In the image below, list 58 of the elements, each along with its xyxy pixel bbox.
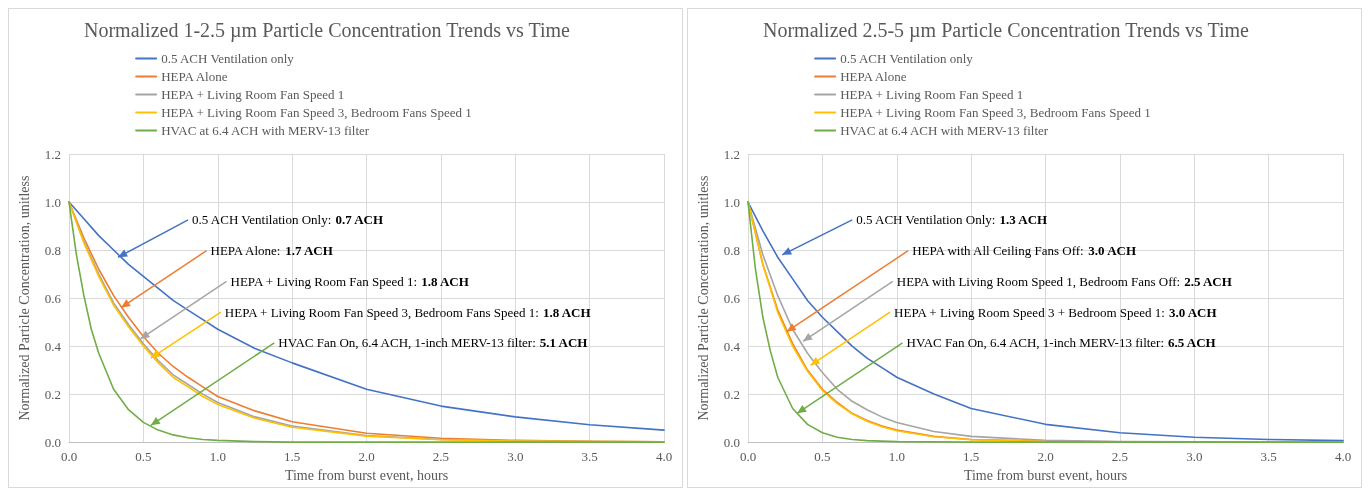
annotation: HVAC Fan On, 6.4 ACH, 1-inch MERV-13 filter: 6.5 ACH (906, 335, 1216, 351)
y-tick-label: 1.0 (44, 194, 61, 210)
legend-label: 0.5 ACH Ventilation only (161, 51, 295, 66)
annotation: HEPA Alone: 1.7 ACH (210, 243, 333, 259)
y-tick-label: 0.0 (723, 434, 740, 450)
x-tick-label: 4.0 (655, 449, 673, 465)
x-axis-title: Time from burst event, hours (284, 467, 449, 483)
x-tick-label: 3.5 (1260, 449, 1277, 465)
x-tick-label: 3.5 (581, 449, 598, 465)
annotation: HVAC Fan On, 6.4 ACH, 1-inch MERV-13 filter: 5.1 ACH (278, 335, 588, 351)
x-tick-label: 1.5 (963, 449, 980, 465)
x-tick-label: 2.0 (1037, 449, 1054, 465)
legend-label: HEPA + Living Room Fan Speed 1 (161, 87, 345, 102)
legend-label: HVAC at 6.4 ACH with MERV-13 filter (840, 123, 1049, 138)
annotation: 0.5 ACH Ventilation Only: 0.7 ACH (192, 212, 384, 228)
y-axis-title: Normalized Particle Concentration, unitless (16, 175, 32, 421)
legend-label: 0.5 ACH Ventilation only (840, 51, 974, 66)
chart-title: Normalized 1-2.5 µm Particle Concentration Trends vs Time (84, 19, 571, 42)
legend-label: HEPA Alone (161, 69, 228, 84)
x-axis-title: Time from burst event, hours (963, 467, 1128, 483)
annotation: HEPA + Living Room Fan Speed 1: 1.8 ACH (230, 273, 469, 289)
y-tick-label: 0.4 (723, 338, 741, 354)
x-tick-label: 0.0 (739, 449, 757, 465)
y-tick-label: 1.2 (723, 146, 740, 162)
legend-label: HVAC at 6.4 ACH with MERV-13 filter (161, 123, 370, 138)
legend-label: HEPA + Living Room Fan Speed 3, Bedroom Fans Speed 1 (161, 105, 472, 120)
y-axis-title: Normalized Particle Concentration, unitless (695, 175, 711, 421)
y-tick-label: 0.2 (44, 386, 61, 402)
legend-label: HEPA Alone (840, 69, 907, 84)
annotation: HEPA + Living Room Fan Speed 3, Bedroom Fans Speed 1: 1.8 ACH (224, 304, 591, 320)
x-tick-label: 2.5 (432, 449, 449, 465)
y-tick-label: 0.2 (723, 386, 740, 402)
annotation: HEPA with All Ceiling Fans Off: 3.0 ACH (912, 243, 1137, 259)
x-tick-label: 2.0 (358, 449, 375, 465)
x-tick-label: 0.5 (814, 449, 831, 465)
legend-label: HEPA + Living Room Fan Speed 3, Bedroom Fans Speed 1 (840, 105, 1151, 120)
x-tick-label: 1.5 (284, 449, 301, 465)
x-tick-label: 0.5 (135, 449, 152, 465)
annotation: HEPA + Living Room Speed 3 + Bedroom Speed 1: 3.0 ACH (894, 304, 1217, 320)
x-tick-label: 3.0 (1186, 449, 1203, 465)
y-tick-label: 0.6 (723, 290, 741, 306)
x-tick-label: 1.0 (888, 449, 905, 465)
annotation: HEPA with Living Room Speed 1, Bedroom Fans Off: 2.5 ACH (896, 273, 1232, 289)
y-tick-label: 1.0 (723, 194, 740, 210)
y-tick-label: 1.2 (44, 146, 61, 162)
y-tick-label: 0.4 (44, 338, 62, 354)
x-tick-label: 3.0 (507, 449, 524, 465)
x-tick-label: 4.0 (1334, 449, 1352, 465)
legend-label: HEPA + Living Room Fan Speed 1 (840, 87, 1024, 102)
x-tick-label: 1.0 (209, 449, 226, 465)
x-tick-label: 0.0 (60, 449, 78, 465)
y-tick-label: 0.6 (44, 290, 62, 306)
annotation: 0.5 ACH Ventilation Only: 1.3 ACH (856, 212, 1048, 228)
y-tick-label: 0.8 (44, 242, 61, 258)
x-tick-label: 2.5 (1111, 449, 1128, 465)
chart-title: Normalized 2.5-5 µm Particle Concentration Trends vs Time (763, 19, 1250, 42)
y-tick-label: 0.0 (44, 434, 61, 450)
y-tick-label: 0.8 (723, 242, 740, 258)
